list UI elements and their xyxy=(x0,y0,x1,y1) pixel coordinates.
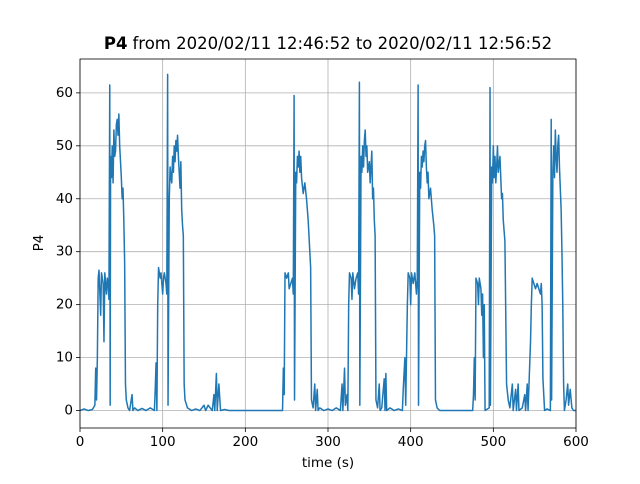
chart-title: P4 from 2020/02/11 12:46:52 to 2020/02/11… xyxy=(104,34,552,53)
y-tick-label: 30 xyxy=(56,244,73,260)
x-tick-label: 500 xyxy=(480,434,506,450)
x-tick-label: 300 xyxy=(315,434,341,450)
plot-frame xyxy=(79,58,577,429)
y-tick-label: 50 xyxy=(56,138,73,154)
x-tick-label: 0 xyxy=(76,434,85,450)
y-tick-label: 0 xyxy=(64,403,73,419)
y-tick-label: 10 xyxy=(56,350,73,366)
x-axis-label: time (s) xyxy=(302,455,354,471)
x-tick-label: 200 xyxy=(232,434,258,450)
data-line xyxy=(79,73,576,412)
y-axis-label: P4 xyxy=(31,235,47,252)
y-tick-label: 60 xyxy=(56,85,73,101)
title-bold: P4 xyxy=(104,34,128,53)
y-tick-label: 40 xyxy=(56,191,73,207)
y-tick-label: 20 xyxy=(56,297,73,313)
x-tick-label: 100 xyxy=(150,434,176,450)
title-text: from 2020/02/11 12:46:52 to 2020/02/11 1… xyxy=(132,34,552,53)
x-tick-label: 400 xyxy=(398,434,424,450)
x-tick-label: 600 xyxy=(563,434,589,450)
